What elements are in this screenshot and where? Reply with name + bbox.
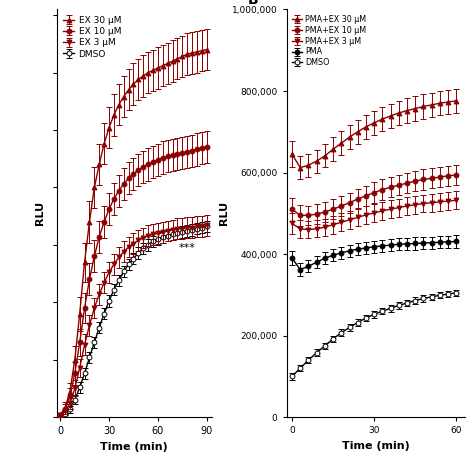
- Y-axis label: RLU: RLU: [219, 201, 229, 225]
- X-axis label: Time (min): Time (min): [100, 442, 168, 452]
- Legend: EX 30 μM, EX 10 μM, EX 3 μM, DMSO: EX 30 μM, EX 10 μM, EX 3 μM, DMSO: [62, 14, 123, 60]
- Legend: PMA+EX 30 μM, PMA+EX 10 μM, PMA+EX 3 μM, PMA, DMSO: PMA+EX 30 μM, PMA+EX 10 μM, PMA+EX 3 μM,…: [291, 13, 368, 69]
- Text: B: B: [247, 0, 258, 7]
- Y-axis label: RLU: RLU: [35, 201, 45, 225]
- Text: ***: ***: [179, 243, 196, 253]
- X-axis label: Time (min): Time (min): [342, 441, 410, 451]
